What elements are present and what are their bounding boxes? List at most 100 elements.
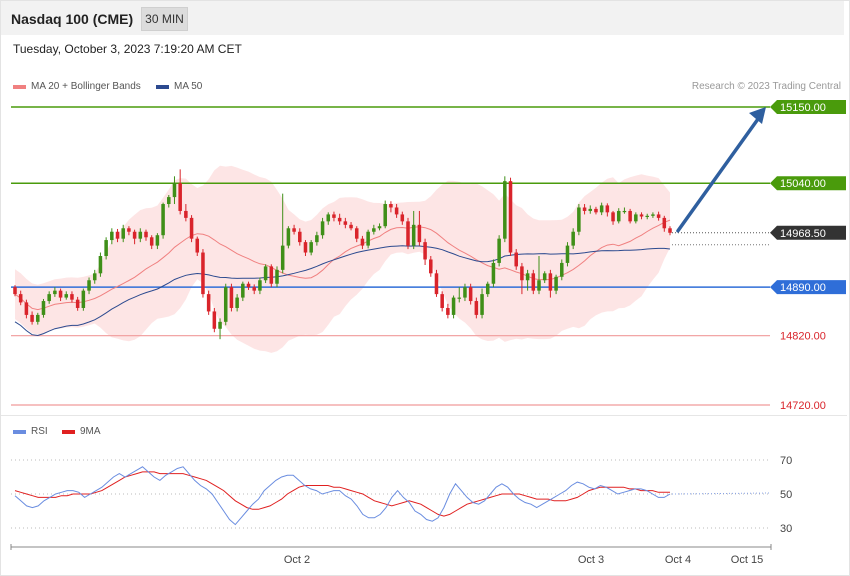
candle-body <box>47 294 51 302</box>
rsi-tick-70: 70 <box>780 455 792 467</box>
candle <box>30 311 34 325</box>
candle <box>514 249 518 270</box>
candle-body <box>485 283 490 295</box>
projection-arrow-shaft <box>676 117 760 233</box>
candle-body <box>406 221 410 246</box>
candle-body <box>309 242 313 253</box>
candle-body <box>70 294 74 300</box>
x-tick-label: Oct 3 <box>578 554 604 566</box>
candle-body <box>138 231 143 239</box>
candle-body <box>560 262 564 277</box>
candle-body <box>172 183 177 198</box>
candle-body <box>195 238 200 253</box>
candle-body <box>30 314 34 322</box>
candle <box>605 203 610 217</box>
level-tag-14968.50 <box>770 225 846 240</box>
candle-body <box>18 294 23 303</box>
candle-body <box>622 210 627 213</box>
level-tag-15040.00 <box>770 176 846 191</box>
bollinger-band <box>15 165 670 353</box>
ma50-swatch <box>156 84 169 89</box>
candle <box>206 290 211 315</box>
candle-body <box>155 235 160 246</box>
candle <box>98 252 103 277</box>
candle <box>36 312 40 325</box>
candle-body <box>241 283 245 298</box>
candle-body <box>275 269 279 284</box>
candle-body <box>332 214 336 218</box>
candle <box>13 285 17 297</box>
candle <box>565 242 570 267</box>
candle <box>537 256 541 295</box>
candle <box>520 262 524 295</box>
candle-body <box>400 214 405 222</box>
candle-body <box>429 259 433 274</box>
candle <box>337 213 342 225</box>
candle <box>434 269 439 297</box>
candle <box>195 236 200 256</box>
candle-body <box>514 252 518 267</box>
candle <box>127 226 131 236</box>
candle-body <box>554 276 558 291</box>
candle-body <box>474 301 479 315</box>
candle-body <box>58 290 63 298</box>
level-tag-15150.00 <box>770 100 846 114</box>
candle-body <box>389 204 393 208</box>
candle-body <box>497 238 501 263</box>
candle <box>132 229 137 245</box>
level-label-15040.00: 15040.00 <box>780 178 826 190</box>
candle <box>588 205 593 214</box>
timeframe-button[interactable]: 30 MIN <box>141 7 188 31</box>
candle-body <box>223 287 228 322</box>
rsi-ma-swatch <box>62 429 75 434</box>
candle-body <box>628 210 632 222</box>
candle <box>64 291 69 300</box>
rsi-tick-30: 30 <box>780 523 792 535</box>
candle-body <box>354 228 359 239</box>
candle-body <box>480 294 484 315</box>
candle-body <box>639 214 644 217</box>
candle <box>354 226 359 243</box>
candle <box>491 259 496 288</box>
candle <box>269 264 274 288</box>
candle <box>53 287 57 297</box>
candle <box>343 217 348 229</box>
rsi-projection <box>671 492 771 495</box>
candle <box>326 212 331 225</box>
candle-body <box>315 235 319 243</box>
candle-body <box>149 237 154 246</box>
candle-body <box>167 197 171 205</box>
candle-body <box>87 280 91 291</box>
candle <box>144 229 148 241</box>
candle-body <box>98 256 103 274</box>
candle <box>275 266 279 288</box>
candle-body <box>594 208 598 213</box>
rsi-line <box>14 466 671 526</box>
candle-body <box>366 231 370 246</box>
ma20-swatch <box>13 84 26 89</box>
candle-body <box>64 294 69 298</box>
candle <box>485 281 490 297</box>
candle <box>594 206 598 215</box>
candle <box>599 202 604 216</box>
candle <box>377 223 382 231</box>
x-tick-label: Oct 4 <box>665 554 691 566</box>
candle <box>417 210 422 246</box>
candle-body <box>360 238 365 246</box>
candle <box>115 228 120 243</box>
candle-body <box>269 266 274 284</box>
candle-body <box>206 294 211 312</box>
candle-body <box>634 214 638 222</box>
candle <box>429 256 433 277</box>
candle-body <box>303 242 308 253</box>
candle <box>92 269 97 284</box>
candle <box>446 303 450 319</box>
candle-body <box>668 228 672 233</box>
candle-body <box>75 299 80 308</box>
candle-body <box>542 273 547 281</box>
candle <box>172 176 177 205</box>
candle-body <box>468 287 473 302</box>
candle-body <box>218 321 222 329</box>
candle-body <box>656 214 661 218</box>
legend-ma20: MA 20 + Bollinger Bands <box>13 81 141 92</box>
